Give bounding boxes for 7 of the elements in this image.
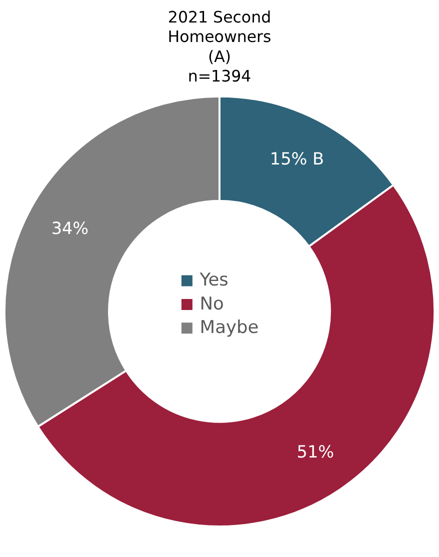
- data-label: 15% B: [270, 148, 324, 168]
- legend-label: No: [200, 294, 224, 314]
- data-label: 51%: [296, 441, 334, 462]
- data-label: 34%: [51, 218, 89, 238]
- chart-title: 2021 Second Homeowners (A) n=1394: [168, 7, 272, 86]
- legend-label: Yes: [198, 270, 228, 291]
- legend-label: Maybe: [200, 318, 259, 338]
